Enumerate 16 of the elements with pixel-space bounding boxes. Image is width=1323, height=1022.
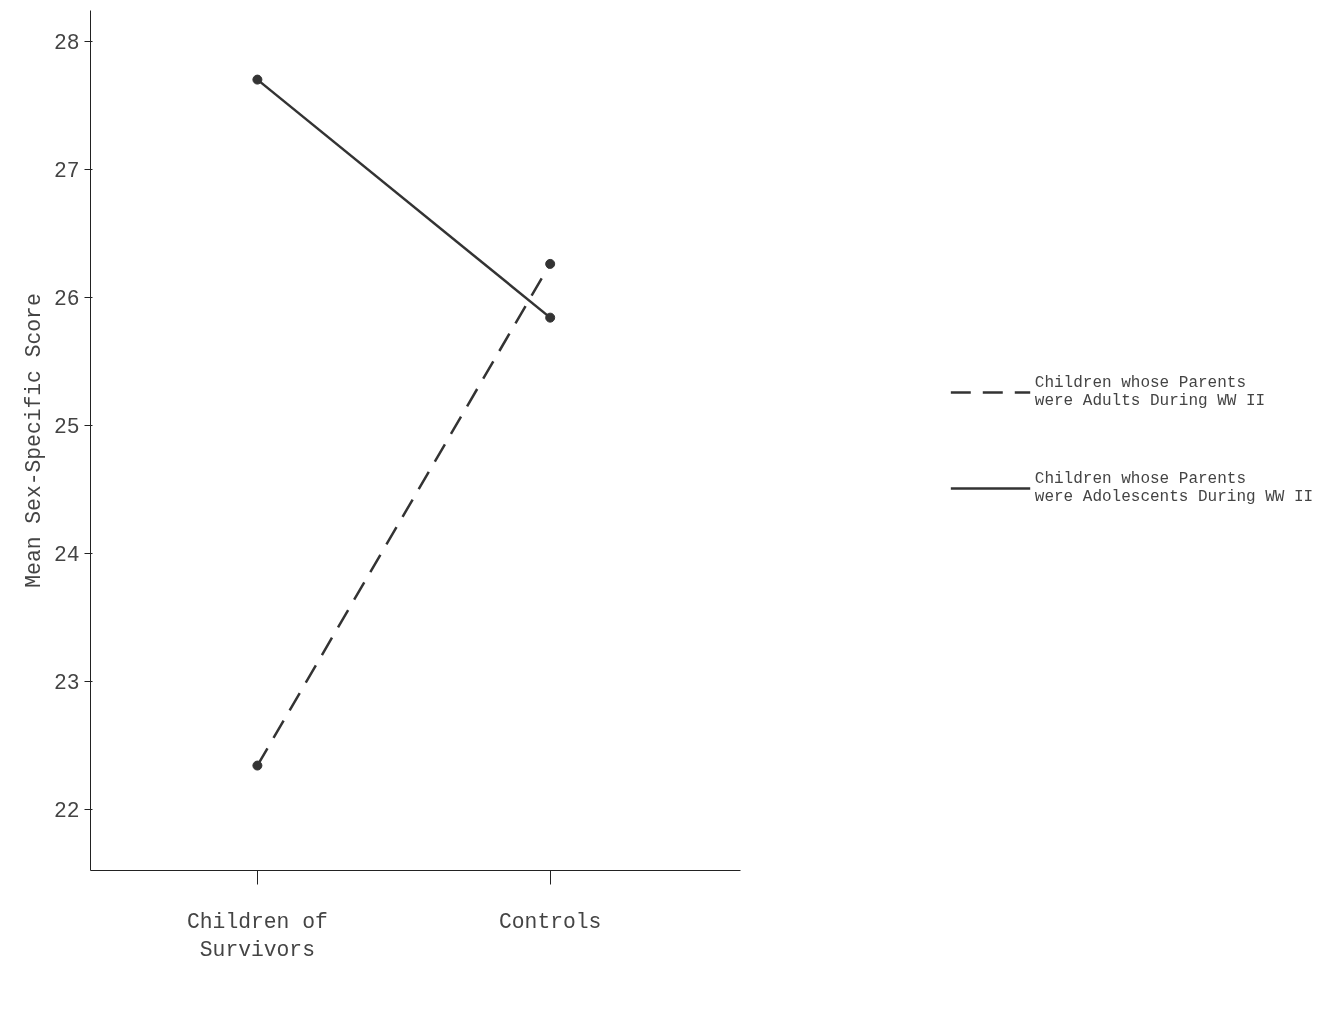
point — [252, 74, 263, 85]
y-axis-title: Mean Sex-Specific Score — [21, 293, 46, 588]
legend-label: Children whose Parents were Adolescents During WW II — [1034, 470, 1314, 506]
x-tick-label: Children of Survivors — [187, 909, 328, 963]
point — [545, 258, 556, 269]
point — [545, 312, 556, 323]
y-tick-label: 25 — [53, 414, 80, 439]
y-tick-label: 23 — [53, 670, 80, 695]
point — [252, 760, 263, 771]
y-tick-label: 26 — [53, 286, 80, 311]
x-tick-label: Controls — [498, 909, 602, 934]
y-tick-label: 27 — [53, 158, 80, 183]
legend-label: Children whose Parents were Adults During WW II — [1034, 374, 1266, 410]
y-tick-label: 22 — [53, 798, 80, 823]
y-tick-label: 28 — [53, 30, 80, 55]
y-tick-label: 24 — [53, 542, 80, 567]
